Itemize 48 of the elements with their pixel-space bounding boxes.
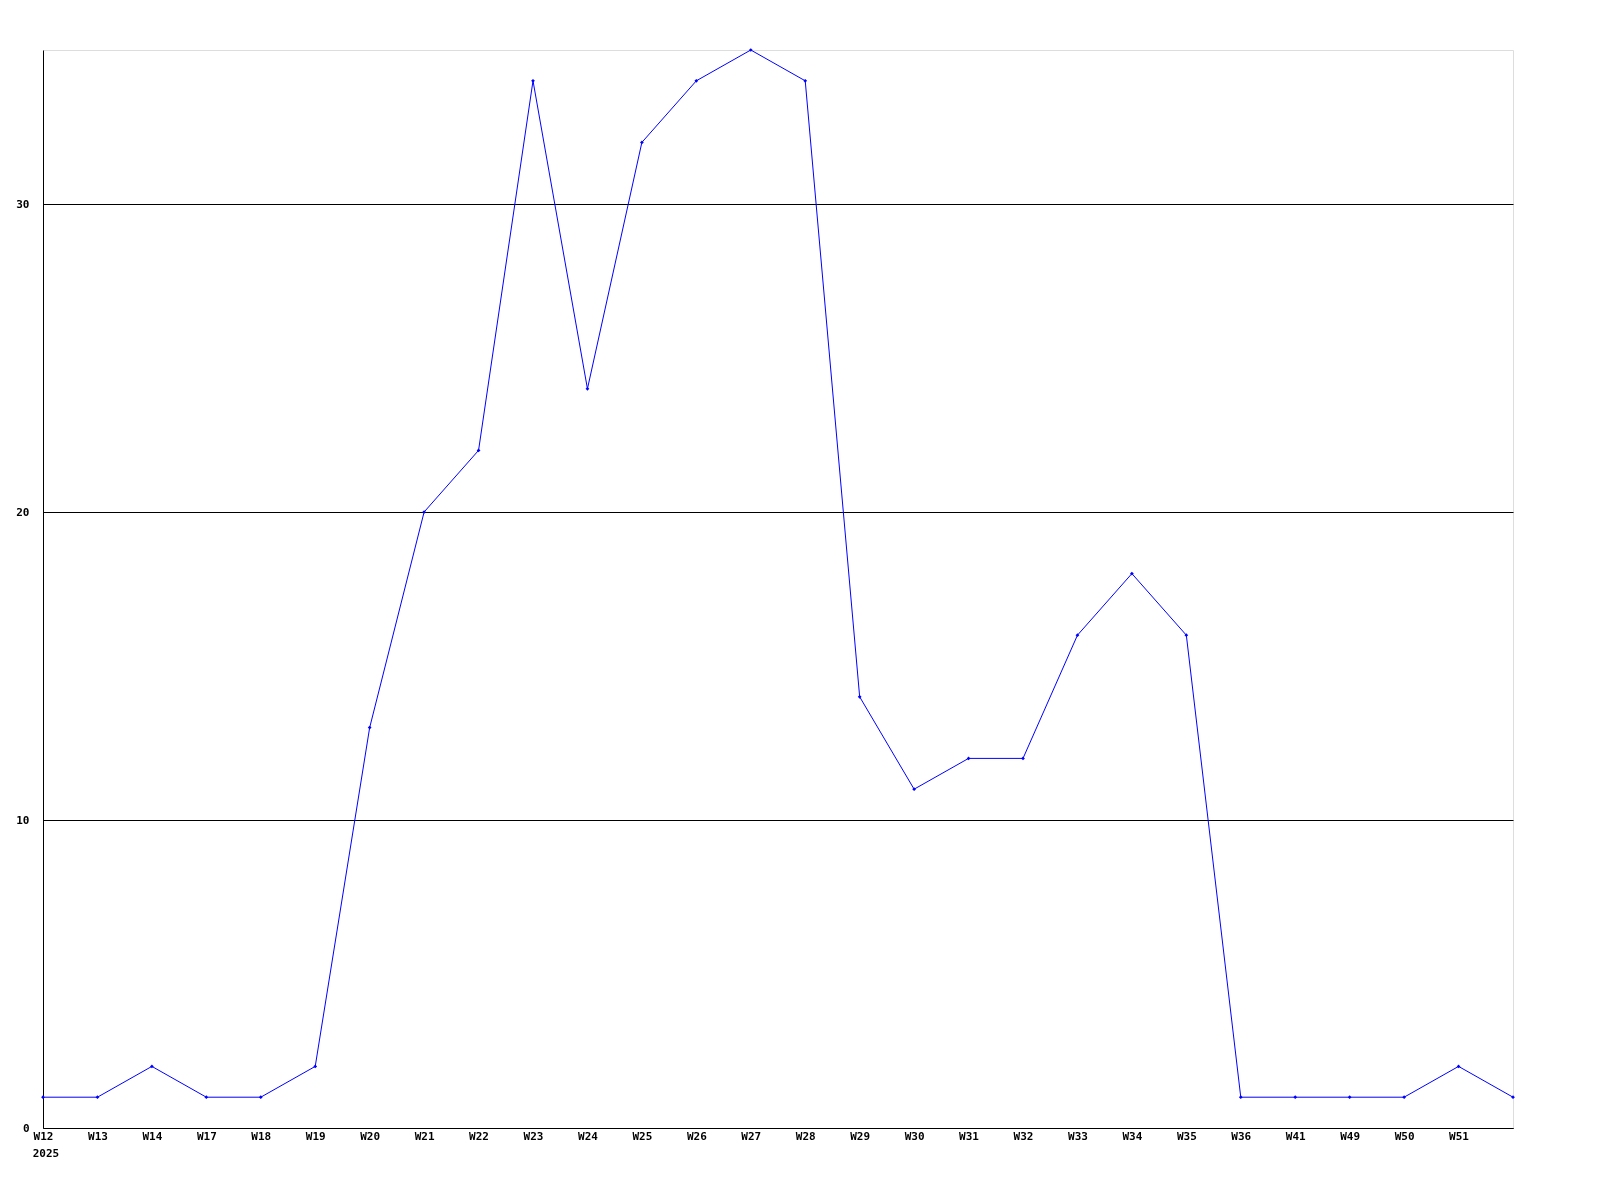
x-tick-label: W13	[88, 1129, 108, 1143]
x-tick-label: W17	[196, 1129, 217, 1143]
x-tick-label: W30	[904, 1129, 925, 1143]
x-tick-label: W18	[251, 1129, 272, 1143]
point	[150, 1064, 154, 1069]
x-tick-label: W19	[305, 1129, 326, 1143]
point	[748, 48, 753, 52]
point	[313, 1064, 318, 1069]
x-tick-label: W23	[523, 1129, 544, 1143]
point	[1184, 633, 1189, 638]
x-tick-label: W24	[578, 1129, 599, 1143]
x-tick-label: W26	[686, 1129, 708, 1143]
x-tick-label: W33	[1068, 1129, 1088, 1143]
x-tick-label: W31	[959, 1129, 980, 1143]
point	[204, 1095, 209, 1100]
point	[531, 78, 535, 83]
y-tick-label: 10	[16, 813, 30, 827]
x-tick-label: W51	[1449, 1129, 1470, 1143]
x-tick-label: W41	[1285, 1129, 1307, 1143]
text: 2025	[32, 1147, 60, 1160]
x-tick-label: W50	[1394, 1129, 1415, 1143]
y-tick-label: 30	[16, 197, 30, 211]
y-tick-label: 20	[16, 505, 30, 519]
y-tick-label: 0	[22, 1121, 30, 1135]
x-tick-label: W20	[360, 1129, 381, 1143]
point	[1075, 633, 1080, 638]
point	[95, 1095, 100, 1100]
point	[41, 1095, 45, 1100]
point	[1511, 1095, 1515, 1100]
point	[857, 694, 862, 699]
x-tick-label: W36	[1231, 1129, 1252, 1143]
x-tick-label: W27	[741, 1129, 762, 1143]
x-tick-label: W29	[850, 1129, 871, 1143]
x-tick-label: W22	[469, 1129, 489, 1143]
x-tick-label: W32	[1013, 1129, 1034, 1143]
x-tick-label: W12	[33, 1129, 54, 1143]
point	[585, 386, 590, 391]
x-tick-label: W35	[1176, 1129, 1197, 1143]
x-tick-label: W14	[142, 1129, 163, 1143]
x-tick-label: W28	[795, 1129, 816, 1143]
point	[1021, 756, 1025, 761]
x-tick-label: W34	[1122, 1129, 1143, 1143]
x-tick-label: W25	[632, 1129, 653, 1143]
x-tick-label: W49	[1340, 1129, 1361, 1143]
point	[640, 140, 644, 145]
point	[1347, 1095, 1352, 1100]
point	[1130, 571, 1134, 576]
x-tick-label: W21	[414, 1129, 435, 1143]
